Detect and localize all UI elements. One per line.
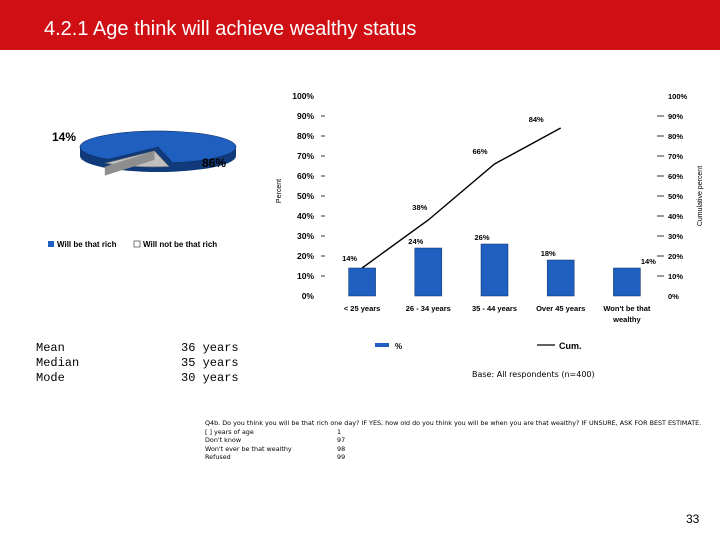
bar [613,267,641,297]
bar [480,243,509,297]
bar-data-label: 14% [342,254,357,263]
y2-tick-label: 20% [668,252,683,261]
pie-depth-side [80,147,236,156]
page-number: 33 [686,512,700,526]
x-tick-label: < 25 years [344,304,381,313]
y-tick-label: 50% [297,191,314,201]
cumulative-line [361,127,562,269]
stat-row-median: Median 35 years [36,356,239,371]
y2-tick-label: 100% [668,92,688,101]
x-tick-label: 35 - 44 years [472,304,517,313]
base-note: Base: All respondents (n=400) [472,370,595,379]
legend-label-percent: % [395,342,402,351]
bar-data-label: 14% [641,257,656,266]
question-footnote: Q4b. Do you think you will be that rich … [205,419,705,462]
y-tick-label: 100% [292,91,314,101]
y-tick-label: 0% [302,291,315,301]
stat-value: 36 years [181,341,239,355]
y2-tick-label: 80% [668,132,683,141]
stat-row-mode: Mode 30 years [36,371,239,386]
slide-title: 4.2.1 Age think will achieve wealthy sta… [44,18,417,40]
stat-label: Mode [36,371,65,385]
y2-axis-title: Cumulative percent [697,166,704,226]
stat-label: Mean [36,341,65,355]
y-axis-title: Percent [276,179,283,203]
y2-tick-label: 70% [668,152,683,161]
legend-label-will-be-rich: Will be that rich [57,240,117,249]
y-tick-label: 10% [297,271,314,281]
x-tick-label: Over 45 years [536,304,585,313]
x-tick-label: wealthy [612,315,641,324]
y2-tick-label: 60% [668,172,683,181]
x-tick-label: 26 - 34 years [406,304,451,313]
y-tick-label: 90% [297,111,314,121]
y2-tick-label: 90% [668,112,683,121]
y-tick-label: 40% [297,211,314,221]
code-value: 98 [337,444,346,453]
legend-swatch-percent [375,343,389,347]
y-tick-label: 80% [297,131,314,141]
code-value: 97 [337,436,346,445]
pie-slice-will-not-be-rich [79,130,237,164]
response-codes: [ ] years of age 1 Don't know 97 Won't e… [205,428,705,462]
y-tick-label: 20% [297,251,314,261]
code-value: 99 [337,453,346,462]
code-label: [ ] years of age [205,427,254,436]
stat-value: 35 years [181,356,239,370]
legend-swatch-will-be-rich [48,241,54,247]
question-text: Q4b. Do you think you will be that rich … [205,419,702,427]
y2-tick-label: 0% [668,292,679,301]
bar [414,247,443,297]
bar-data-label: 26% [475,233,490,242]
legend-label-will-not-be-rich: Will not be that rich [143,240,217,249]
code-row: Won't ever be that wealthy 98 [205,445,705,454]
pie-label-will-be-rich: 14% [52,130,76,144]
line-data-label: 38% [412,203,427,212]
code-row: [ ] years of age 1 [205,428,705,437]
y2-tick-label: 10% [668,272,683,281]
stat-row-mean: Mean 36 years [36,341,239,356]
code-row: Don't know 97 [205,436,705,445]
line-data-label: 84% [529,115,544,124]
y2-tick-label: 40% [668,212,683,221]
bar [348,267,376,297]
y-tick-label: 70% [297,151,314,161]
y2-tick-label: 30% [668,232,683,241]
legend-label-cum: Cum. [559,341,582,351]
summary-stats: Mean 36 years Median 35 years Mode 30 ye… [36,341,239,386]
bar-data-label: 18% [541,249,556,258]
code-label: Refused [205,453,231,462]
x-tick-label: Won't be that [603,304,651,313]
pie-label-will-not-be-rich: 86% [202,156,226,170]
code-label: Don't know [205,436,242,445]
y-tick-label: 30% [297,231,314,241]
legend-swatch-will-not-be-rich [133,240,141,248]
code-row: Refused 99 [205,453,705,462]
pie-slice-depth [104,150,155,176]
code-label: Won't ever be that wealthy [205,444,292,453]
stat-label: Median [36,356,80,370]
bar-data-label: 24% [408,237,423,246]
line-data-label: 66% [473,147,488,156]
y2-tick-label: 50% [668,192,683,201]
code-value: 1 [337,427,342,436]
bar [546,259,575,297]
stat-value: 30 years [181,371,239,385]
title-bar: 4.2.1 Age think will achieve wealthy sta… [0,0,720,50]
y-tick-label: 60% [297,171,314,181]
